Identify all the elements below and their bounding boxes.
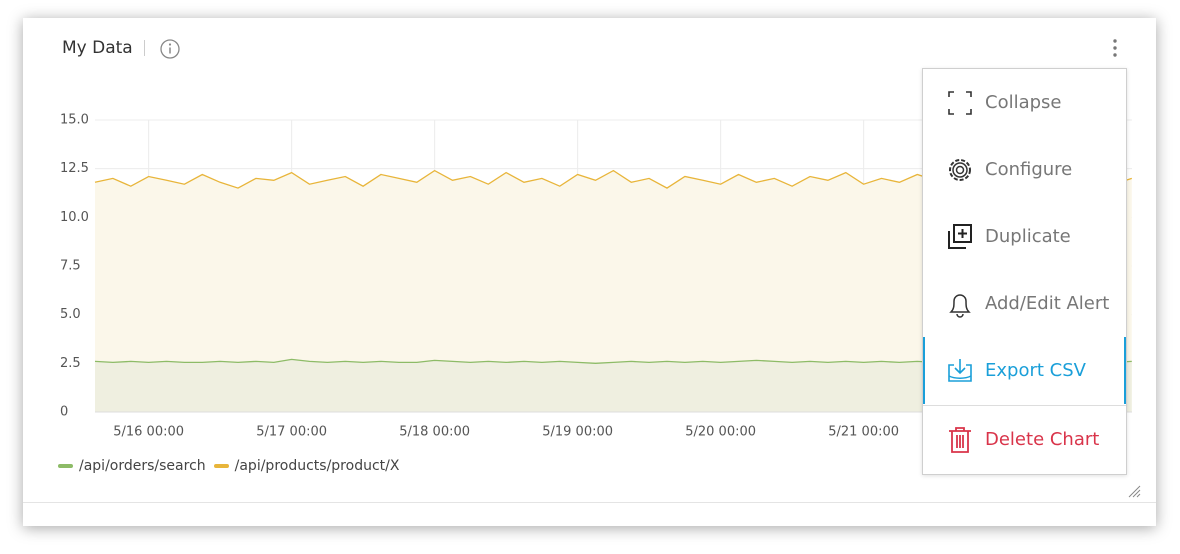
panel-title: My Data xyxy=(62,38,133,58)
y-tick-label: 15.0 xyxy=(60,113,89,128)
y-tick-label: 5.0 xyxy=(60,307,81,322)
y-tick-label: 0 xyxy=(60,405,68,420)
x-tick-label: 5/21 00:00 xyxy=(828,425,899,440)
menu-item[interactable]: Add/Edit Alert xyxy=(923,270,1126,337)
area xyxy=(95,359,1132,412)
menu-item[interactable]: Delete Chart xyxy=(923,405,1126,473)
menu-label: Duplicate xyxy=(985,226,1071,247)
info-icon[interactable] xyxy=(159,38,181,60)
x-tick-label: 5/16 00:00 xyxy=(113,425,184,440)
legend-swatch xyxy=(213,464,229,468)
y-tick-label: 10.0 xyxy=(60,210,89,225)
kebab-menu[interactable] xyxy=(1108,38,1122,60)
delete-icon xyxy=(949,426,971,453)
legend-label: /api/products/product/X xyxy=(234,458,400,474)
legend-label: /api/orders/search xyxy=(79,458,206,474)
x-tick-label: 5/17 00:00 xyxy=(256,425,327,440)
menu-label: Add/Edit Alert xyxy=(985,293,1110,314)
x-tick-label: 5/19 00:00 xyxy=(542,425,613,440)
separator xyxy=(144,38,145,58)
export-icon xyxy=(948,358,972,382)
menu-item[interactable]: Collapse xyxy=(923,69,1126,136)
x-tick-label: 5/18 00:00 xyxy=(399,425,470,440)
resize-handle[interactable] xyxy=(1127,484,1141,498)
y-tick-label: 2.5 xyxy=(60,356,81,371)
dropdown-menu: Collapse Configure Duplicate Add/Edit Al… xyxy=(922,68,1127,475)
menu-label: Configure xyxy=(985,159,1073,180)
menu-label: Export CSV xyxy=(985,360,1086,381)
y-tick-label: 7.5 xyxy=(60,259,81,274)
x-tick-label: 5/20 00:00 xyxy=(685,425,756,440)
y-tick-label: 12.5 xyxy=(60,161,89,176)
configure-icon xyxy=(949,158,971,181)
legend: /api/orders/search/api/products/product/… xyxy=(58,458,399,474)
alert-icon xyxy=(949,293,971,318)
legend-swatch xyxy=(58,464,73,468)
collapse-icon xyxy=(948,90,972,115)
menu-item[interactable]: Duplicate xyxy=(923,203,1126,270)
duplicate-icon xyxy=(948,223,972,249)
menu-label: Collapse xyxy=(985,92,1062,113)
menu-item[interactable]: Configure xyxy=(923,136,1126,203)
menu-item[interactable]: Export CSV xyxy=(923,337,1126,404)
legend-item[interactable]: /api/products/product/X xyxy=(213,458,400,474)
legend-item[interactable]: /api/orders/search xyxy=(58,458,206,474)
chart-card: 0 2.5 5.0 7.5 10.0 12.5 15.0 5/16 00:00 5/17 00:… xyxy=(23,18,1156,526)
menu-label: Delete Chart xyxy=(985,429,1100,450)
area xyxy=(95,170,1132,412)
